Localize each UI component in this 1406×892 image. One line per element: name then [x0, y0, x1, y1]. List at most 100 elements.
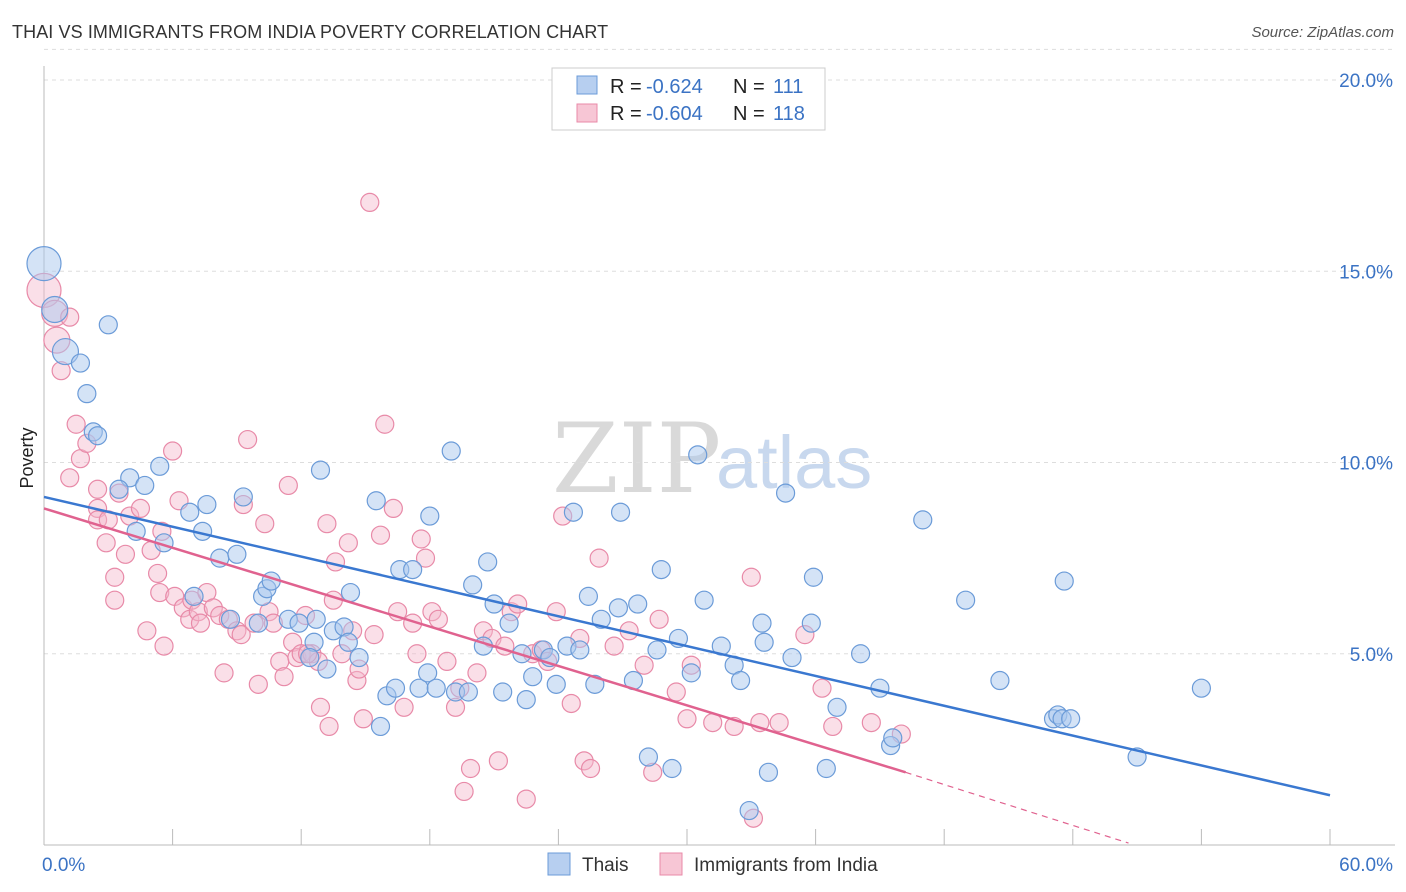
thais-point: [516, 690, 536, 710]
india-point: [574, 751, 594, 771]
thais-point: [70, 353, 91, 373]
gridlines: [44, 48, 1395, 655]
thais-point: [1054, 571, 1074, 591]
thais-point: [233, 487, 253, 507]
thais-point: [585, 674, 605, 694]
thais-point: [109, 479, 129, 499]
thais-point: [349, 647, 369, 668]
india-point: [411, 529, 431, 549]
india-point: [150, 582, 170, 603]
thais-point: [578, 586, 599, 606]
thais-point: [248, 613, 268, 633]
thais-point: [310, 460, 331, 480]
legend-n-label-thais: N =: [733, 76, 765, 98]
y-axis-label: Poverty: [17, 427, 37, 488]
thais-point: [546, 674, 566, 694]
india-point: [861, 712, 881, 733]
thais-point: [782, 647, 802, 668]
thais-point: [803, 567, 824, 587]
thais-point: [77, 384, 97, 404]
india-point: [383, 498, 403, 518]
india-point: [428, 609, 448, 629]
thais-point: [426, 678, 446, 698]
thais-point: [403, 559, 423, 580]
india-point: [147, 563, 168, 584]
thais-point: [775, 483, 796, 503]
chart-title: THAI VS IMMIGRANTS FROM INDIA POVERTY CO…: [12, 22, 609, 42]
thais-point: [300, 647, 320, 668]
thais-point: [816, 758, 836, 779]
india-point: [460, 758, 481, 779]
thais-point: [827, 697, 847, 717]
x-tick-label-min: 0.0%: [42, 855, 85, 876]
india-point: [248, 674, 268, 694]
india-point: [634, 655, 654, 675]
thais-point: [227, 544, 247, 564]
thais-point: [98, 315, 118, 335]
thais-point: [754, 632, 774, 652]
thais-point: [306, 609, 326, 629]
india-trend-line-extrapolated: [905, 771, 1129, 844]
bottom-legend-label-thais: Thais: [582, 855, 628, 876]
india-point: [454, 781, 474, 802]
india-point: [375, 414, 395, 434]
india-point: [66, 414, 86, 434]
thais-point: [681, 663, 701, 683]
india-point: [310, 697, 331, 717]
y-tick-label: 15.0%: [1339, 262, 1393, 283]
thais-point: [87, 426, 108, 446]
x-tick-label-max: 60.0%: [1339, 855, 1393, 876]
thais-point: [420, 506, 440, 526]
thais-point: [610, 502, 631, 522]
thais-point: [851, 644, 871, 664]
thais-point: [197, 494, 217, 515]
y-tick-labels: 5.0% 10.0% 15.0% 20.0%: [1339, 71, 1393, 666]
thais-point: [688, 445, 708, 465]
thais-point: [493, 682, 513, 702]
thais-point: [730, 670, 751, 691]
india-point: [137, 621, 157, 641]
india-point: [105, 590, 125, 610]
india-point: [60, 468, 80, 488]
india-point: [203, 598, 223, 618]
thais-point: [499, 613, 519, 633]
india-point: [812, 678, 832, 698]
bottom-legend-swatch-thais: [547, 852, 571, 876]
india-point: [407, 644, 427, 664]
thais-point: [694, 590, 714, 610]
thais-point: [289, 613, 309, 633]
thais-point: [883, 728, 903, 748]
thais-point: [340, 582, 361, 603]
legend-r-label-india: R =: [610, 103, 642, 125]
thais-point: [338, 632, 358, 652]
thais-point: [913, 510, 933, 530]
thais-point: [608, 598, 629, 618]
india-point: [508, 594, 528, 614]
thais-points: [26, 246, 1212, 821]
legend-r-value-india: -0.604: [646, 103, 703, 125]
thais-point: [758, 762, 779, 782]
thais-point: [801, 613, 821, 633]
bottom-legend-swatch-india: [659, 852, 683, 876]
india-point: [130, 498, 151, 518]
thais-point: [739, 800, 759, 821]
thais-point: [647, 640, 667, 660]
thais-point: [184, 586, 204, 606]
india-point: [370, 525, 391, 545]
india-point: [278, 475, 298, 496]
thais-point: [478, 552, 498, 572]
india-point: [394, 697, 414, 717]
india-point: [422, 602, 442, 622]
thais-point: [523, 667, 543, 687]
india-point: [319, 716, 339, 737]
india-point: [415, 548, 436, 568]
thais-point: [41, 295, 69, 324]
thais-trend-line: [43, 495, 1331, 797]
thais-point: [385, 678, 406, 698]
india-point: [353, 709, 373, 729]
thais-point: [628, 594, 648, 614]
thais-point: [458, 682, 478, 702]
series-legend: Thais Immigrants from India: [547, 852, 878, 876]
thais-point: [570, 640, 590, 660]
